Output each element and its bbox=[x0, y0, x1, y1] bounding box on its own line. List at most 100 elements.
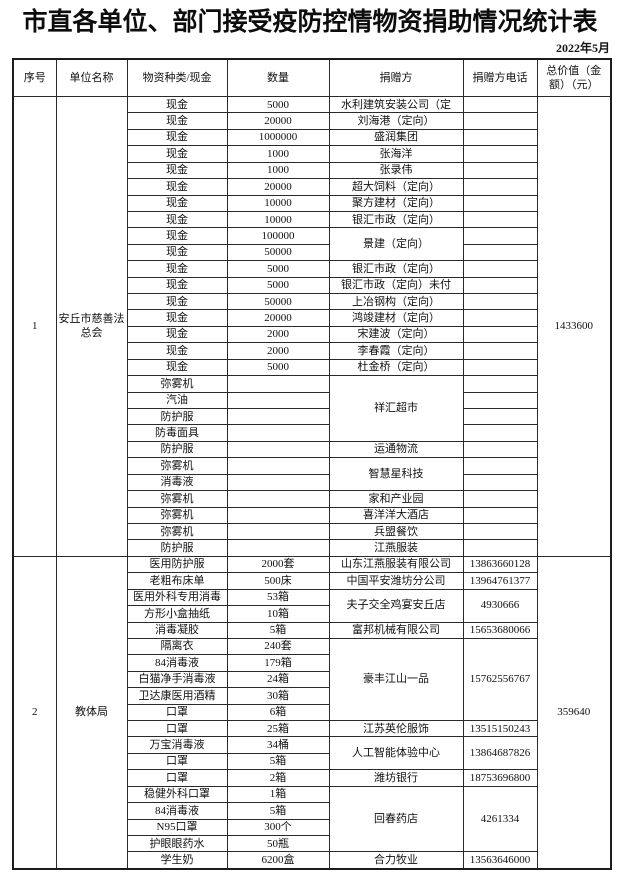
header-cell-5: 捐赠方电话 bbox=[462, 58, 538, 97]
cell-item: 现金 bbox=[126, 325, 228, 344]
table-row: 口罩 2箱 潍坊银行 18753696800 bbox=[13, 769, 611, 787]
cell-item: 现金 bbox=[126, 227, 228, 245]
cell-phone bbox=[462, 194, 538, 212]
donation-table: 序号 单位名称 物资种类/现金 数量 捐赠方 捐赠方电话 总价值（金额）（元） 1 安丘市慈善… bbox=[12, 58, 612, 870]
cell-item: 护眼眼药水 bbox=[126, 834, 228, 853]
cell-item: 弥雾机 bbox=[126, 506, 228, 524]
header-row: 序号 单位名称 物资种类/现金 数量 捐赠方 捐赠方电话 总价值（金额）（元） bbox=[12, 58, 612, 97]
cell-qty: 10箱 bbox=[226, 605, 330, 623]
cell-phone bbox=[462, 178, 538, 196]
cell-qty bbox=[226, 506, 330, 524]
cell-phone bbox=[462, 539, 538, 557]
table-row: 消毒凝胶 5箱 富邦机械有限公司 15653680066 bbox=[13, 621, 611, 639]
cell-phone: 15762556767 bbox=[462, 637, 538, 722]
cell-item: 84消毒液 bbox=[126, 802, 228, 820]
table-row: 方形小盒抽纸 10箱 bbox=[13, 605, 611, 623]
cell-item: 防护服 bbox=[126, 539, 228, 557]
cell-item: 万宝消毒液 bbox=[126, 736, 228, 754]
table-header: 序号 单位名称 物资种类/现金 数量 捐赠方 捐赠方电话 总价值（金额）（元） bbox=[12, 58, 612, 97]
cell-donor: 江燕服装 bbox=[328, 539, 464, 557]
cell-item: 现金 bbox=[126, 342, 228, 360]
cell-phone bbox=[462, 309, 538, 327]
cell-qty: 1箱 bbox=[226, 785, 330, 804]
cell-item: 口罩 bbox=[126, 752, 228, 771]
cell-qty: 24箱 bbox=[226, 670, 330, 689]
cell-qty: 30箱 bbox=[226, 687, 330, 705]
cell-item: 老粗布床单 bbox=[126, 572, 228, 590]
cell-item: 学生奶 bbox=[126, 851, 228, 870]
cell-phone bbox=[462, 325, 538, 344]
cell-donor: 上冶钢构（定向） bbox=[328, 293, 464, 311]
header-cell-4: 捐赠方 bbox=[328, 58, 464, 97]
cell-qty: 20000 bbox=[226, 309, 330, 327]
cell-item: 现金 bbox=[126, 210, 228, 229]
cell-donor: 合力牧业 bbox=[328, 851, 464, 870]
cell-item: 现金 bbox=[126, 112, 228, 130]
table-row: 1 安丘市慈善法总会 现金 5000 水利建筑安装公司（定 1433600 bbox=[12, 95, 612, 557]
table-row: 万宝消毒液 34桶 人工智能体验中心 13864687826 bbox=[13, 736, 611, 771]
cell-qty: 179箱 bbox=[226, 654, 330, 672]
table-row: 现金 5000 杜金桥（定向） bbox=[13, 358, 611, 377]
cell-phone bbox=[462, 161, 538, 180]
cell-qty: 20000 bbox=[226, 112, 330, 130]
cell-qty: 53箱 bbox=[226, 588, 330, 607]
cell-item: 弥雾机 bbox=[126, 490, 228, 508]
cell-phone bbox=[462, 342, 538, 360]
cell-donor: 兵盟餐饮 bbox=[328, 522, 464, 541]
cell-donor: 家和产业园 bbox=[328, 490, 464, 508]
cell-qty: 6200盒 bbox=[226, 851, 330, 870]
cell-qty: 100000 bbox=[226, 227, 330, 245]
cell-donor: 聚方建材（定向） bbox=[328, 194, 464, 212]
cell-unit: 安丘市慈善法总会 bbox=[55, 96, 128, 557]
cell-item: 消毒液 bbox=[126, 473, 228, 492]
cell-donor: 富邦机械有限公司 bbox=[328, 621, 464, 639]
cell-item: 弥雾机 bbox=[126, 522, 228, 541]
cell-qty: 300个 bbox=[226, 818, 330, 836]
cell-donor: 喜洋洋大酒店 bbox=[328, 506, 464, 524]
cell-qty: 10000 bbox=[226, 194, 330, 212]
cell-qty: 50000 bbox=[226, 293, 330, 311]
cell-donor: 祥汇超市 bbox=[328, 375, 464, 442]
cell-item: 现金 bbox=[126, 243, 228, 262]
cell-item: 防护服 bbox=[126, 440, 228, 459]
cell-phone bbox=[462, 391, 538, 410]
cell-donor: 中国平安潍坊分公司 bbox=[328, 572, 464, 590]
table-row: 现金 1000000 盛润集团 bbox=[13, 128, 611, 147]
table-row: 医用外科专用消毒 53箱 夫子交全鸡宴安丘店 4930666 bbox=[13, 588, 611, 623]
table-row: 现金 20000 鸿竣建材（定向） bbox=[13, 309, 611, 327]
cell-item: 现金 bbox=[126, 128, 228, 147]
cell-qty: 5000 bbox=[226, 358, 330, 377]
cell-qty: 5000 bbox=[226, 95, 330, 114]
cell-phone bbox=[462, 145, 538, 163]
cell-qty: 34桶 bbox=[226, 736, 330, 754]
cell-phone: 18753696800 bbox=[462, 769, 538, 787]
cell-index: 2 bbox=[12, 555, 57, 870]
cell-phone bbox=[462, 128, 538, 147]
cell-qty: 1000 bbox=[226, 161, 330, 180]
table-row: 现金 10000 银汇市政（定向） bbox=[13, 210, 611, 229]
header-cell-0: 序号 bbox=[12, 58, 57, 97]
table-row: 护眼眼药水 50瓶 bbox=[13, 834, 611, 853]
cell-donor: 李春霞（定向） bbox=[328, 342, 464, 360]
cell-phone bbox=[462, 243, 538, 262]
cell-qty: 5箱 bbox=[226, 802, 330, 820]
cell-item: 现金 bbox=[126, 260, 228, 278]
cell-qty bbox=[226, 391, 330, 410]
cell-donor: 银汇市政（定向） bbox=[328, 260, 464, 278]
cell-qty: 2000 bbox=[226, 342, 330, 360]
cell-item: 现金 bbox=[126, 309, 228, 327]
cell-qty: 5000 bbox=[226, 260, 330, 278]
cell-item: 口罩 bbox=[126, 720, 228, 738]
cell-phone bbox=[462, 260, 538, 278]
cell-total: 1433600 bbox=[536, 96, 612, 557]
cell-donor: 银汇市政（定向）未付 bbox=[328, 276, 464, 295]
cell-item: 现金 bbox=[126, 178, 228, 196]
cell-phone: 13863660128 bbox=[462, 555, 538, 574]
table-row: 现金 5000 银汇市政（定向）未付 bbox=[13, 276, 611, 295]
cell-qty bbox=[226, 440, 330, 459]
cell-donor: 银汇市政（定向） bbox=[328, 210, 464, 229]
cell-phone: 13515150243 bbox=[462, 720, 538, 738]
cell-donor: 智慧星科技 bbox=[328, 457, 464, 492]
cell-item: 现金 bbox=[126, 293, 228, 311]
cell-item: 现金 bbox=[126, 161, 228, 180]
